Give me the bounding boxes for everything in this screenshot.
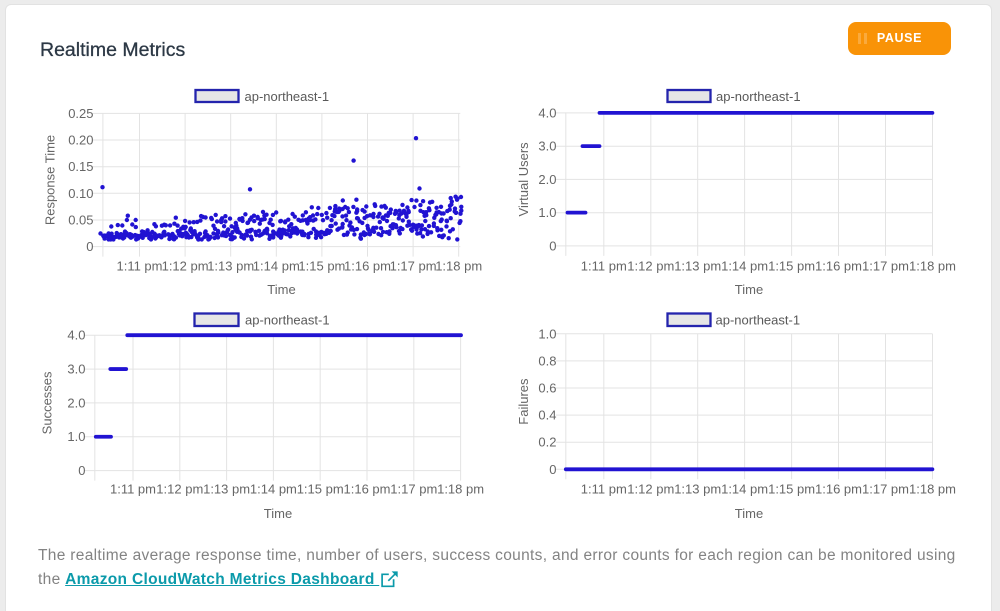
svg-text:ap-northeast-1: ap-northeast-1 xyxy=(716,313,801,328)
svg-text:0: 0 xyxy=(78,463,85,478)
svg-text:1:16 pm: 1:16 pm xyxy=(815,259,862,274)
svg-text:1:16 pm: 1:16 pm xyxy=(344,259,391,274)
svg-text:4.0: 4.0 xyxy=(67,328,85,343)
svg-text:1:17 pm: 1:17 pm xyxy=(390,259,437,274)
svg-text:2.0: 2.0 xyxy=(538,172,556,187)
svg-text:Response Time: Response Time xyxy=(43,135,58,225)
svg-text:0: 0 xyxy=(549,462,556,477)
svg-text:Time: Time xyxy=(267,282,295,297)
svg-text:1.0: 1.0 xyxy=(67,429,85,444)
svg-text:3.0: 3.0 xyxy=(538,139,556,154)
svg-text:ap-northeast-1: ap-northeast-1 xyxy=(245,89,330,104)
svg-text:1:14 pm: 1:14 pm xyxy=(721,482,768,497)
svg-text:1:16 pm: 1:16 pm xyxy=(815,482,862,497)
svg-text:1:14 pm: 1:14 pm xyxy=(721,259,768,274)
svg-text:1:11 pm: 1:11 pm xyxy=(581,482,627,497)
svg-text:0: 0 xyxy=(549,238,556,253)
svg-text:Time: Time xyxy=(735,282,763,297)
svg-text:ap-northeast-1: ap-northeast-1 xyxy=(716,89,801,104)
svg-text:0.25: 0.25 xyxy=(68,106,93,121)
svg-text:0.2: 0.2 xyxy=(538,435,556,450)
svg-text:1:17 pm: 1:17 pm xyxy=(862,482,909,497)
svg-text:1:14 pm: 1:14 pm xyxy=(250,482,297,497)
svg-text:1:16 pm: 1:16 pm xyxy=(344,482,391,497)
svg-text:0.10: 0.10 xyxy=(68,186,93,201)
svg-text:1:15 pm: 1:15 pm xyxy=(298,259,345,274)
svg-text:Virtual Users: Virtual Users xyxy=(516,142,531,217)
svg-text:0.05: 0.05 xyxy=(68,213,93,228)
svg-text:Failures: Failures xyxy=(516,378,531,425)
svg-text:Successes: Successes xyxy=(40,371,55,434)
svg-text:1:12 pm: 1:12 pm xyxy=(627,482,674,497)
svg-text:1:11 pm: 1:11 pm xyxy=(116,259,162,274)
svg-text:1:13 pm: 1:13 pm xyxy=(207,259,254,274)
svg-text:1:17 pm: 1:17 pm xyxy=(390,482,437,497)
svg-text:2.0: 2.0 xyxy=(67,395,85,410)
svg-text:1:15 pm: 1:15 pm xyxy=(768,259,815,274)
svg-text:1:11 pm: 1:11 pm xyxy=(581,259,627,274)
svg-text:0.20: 0.20 xyxy=(68,133,93,148)
svg-text:4.0: 4.0 xyxy=(538,105,556,120)
svg-text:0.4: 0.4 xyxy=(538,408,556,423)
svg-text:1:18 pm: 1:18 pm xyxy=(437,482,484,497)
svg-text:0: 0 xyxy=(86,239,93,254)
svg-text:1:12 pm: 1:12 pm xyxy=(627,259,674,274)
svg-text:1:11 pm: 1:11 pm xyxy=(110,482,156,497)
svg-text:1:13 pm: 1:13 pm xyxy=(674,259,721,274)
svg-text:1:18 pm: 1:18 pm xyxy=(909,482,956,497)
svg-text:1:18 pm: 1:18 pm xyxy=(435,259,482,274)
svg-text:1:15 pm: 1:15 pm xyxy=(297,482,344,497)
svg-text:0.8: 0.8 xyxy=(538,353,556,368)
svg-text:3.0: 3.0 xyxy=(67,362,85,377)
svg-text:1:12 pm: 1:12 pm xyxy=(162,259,209,274)
svg-text:1:13 pm: 1:13 pm xyxy=(674,482,721,497)
svg-text:1.0: 1.0 xyxy=(538,326,556,341)
svg-text:1:13 pm: 1:13 pm xyxy=(203,482,250,497)
svg-text:1:18 pm: 1:18 pm xyxy=(909,259,956,274)
svg-text:1:17 pm: 1:17 pm xyxy=(862,259,909,274)
svg-text:Time: Time xyxy=(735,506,763,520)
svg-text:Time: Time xyxy=(264,506,292,520)
svg-text:1.0: 1.0 xyxy=(538,205,556,220)
svg-text:1:12 pm: 1:12 pm xyxy=(156,482,203,497)
svg-text:0.6: 0.6 xyxy=(538,381,556,396)
svg-text:1:15 pm: 1:15 pm xyxy=(768,482,815,497)
svg-text:1:14 pm: 1:14 pm xyxy=(253,259,300,274)
svg-text:ap-northeast-1: ap-northeast-1 xyxy=(245,313,330,328)
svg-text:0.15: 0.15 xyxy=(68,159,93,174)
